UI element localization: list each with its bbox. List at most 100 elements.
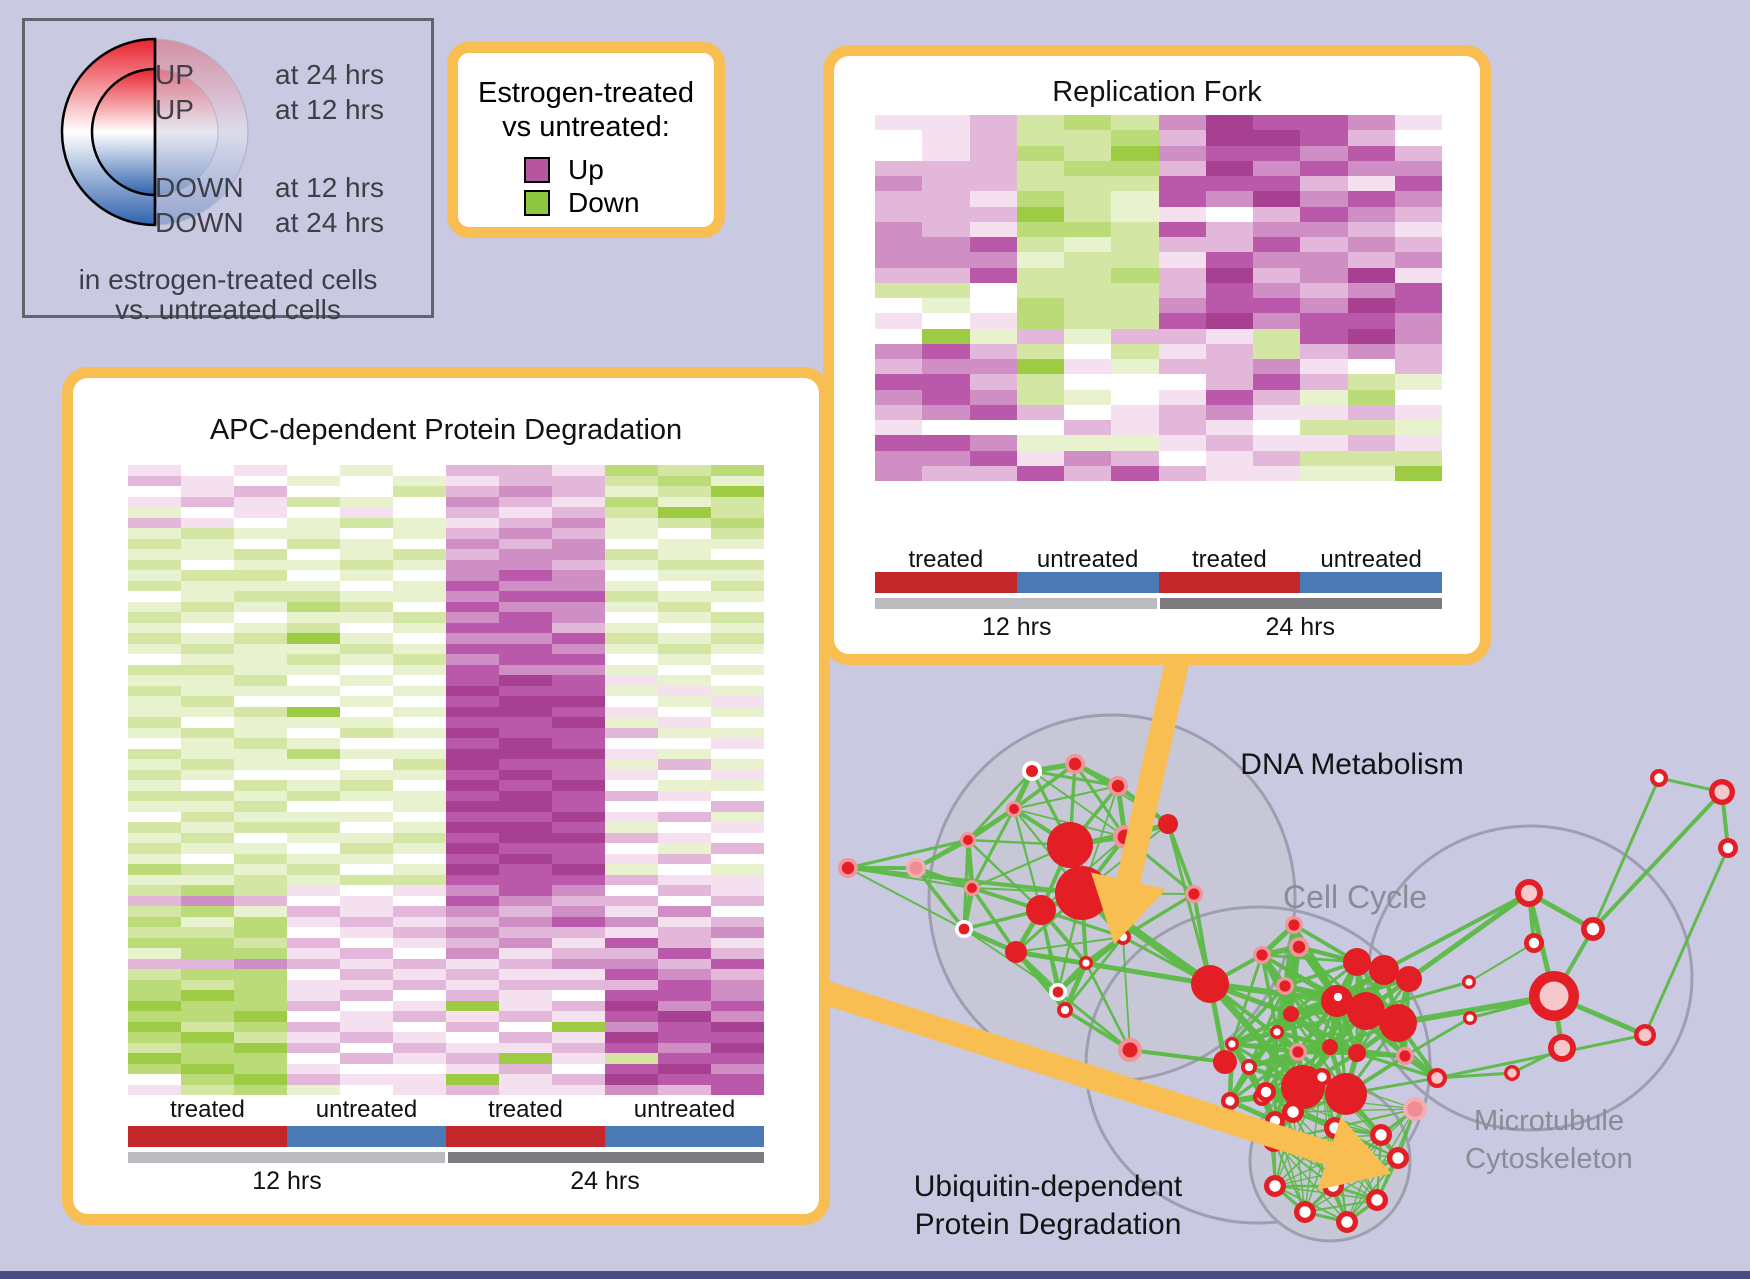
heatmap-cell: [446, 948, 499, 959]
apc-time-bars: [128, 1152, 764, 1163]
heatmap-cell: [711, 486, 764, 497]
condition-bar: [446, 1126, 605, 1147]
heatmap-cell: [446, 1063, 499, 1074]
heatmap-cell: [658, 612, 711, 623]
heatmap-cell: [1300, 465, 1348, 481]
heatmap-cell: [446, 1042, 499, 1053]
heatmap-cell: [875, 115, 923, 131]
heatmap-cell: [446, 937, 499, 948]
heatmap-cell: [875, 221, 923, 237]
heatmap-cell: [128, 801, 181, 812]
heatmap-cell: [875, 328, 923, 344]
heatmap-cell: [181, 874, 234, 885]
heatmap-cell: [446, 601, 499, 612]
heatmap-cell: [181, 685, 234, 696]
heatmap-cell: [1064, 160, 1112, 176]
heatmap-cell: [181, 727, 234, 738]
heatmap-cell: [552, 738, 605, 749]
network-node: [1111, 779, 1125, 793]
heatmap-cell: [1064, 404, 1112, 420]
heatmap-cell: [499, 601, 552, 612]
heatmap-cell: [605, 612, 658, 623]
heatmap-cell: [605, 675, 658, 686]
heatmap-cell: [287, 675, 340, 686]
heatmap-cell: [499, 465, 552, 476]
heatmap-cell: [1253, 252, 1301, 268]
network-edge: [1436, 1071, 1513, 1080]
heatmap-cell: [499, 517, 552, 528]
heatmap-cell: [340, 916, 393, 927]
heatmap-cell: [711, 1011, 764, 1022]
heatmap-cell: [128, 528, 181, 539]
network-edge: [847, 838, 969, 870]
heatmap-cell: [605, 958, 658, 969]
heatmap-cell: [1394, 191, 1442, 207]
direction-label: DOWN: [155, 172, 244, 203]
heatmap-row: [128, 601, 764, 612]
heatmap-cell: [287, 969, 340, 980]
heatmap-cell: [1111, 374, 1159, 390]
time-label: at 12 hrs: [275, 172, 384, 203]
time-label: at 24 hrs: [275, 207, 384, 238]
heatmap-cell: [181, 1021, 234, 1032]
heatmap-cell: [711, 685, 764, 696]
heatmap-cell: [658, 885, 711, 896]
heatmap-cell: [711, 769, 764, 780]
heatmap-cell: [181, 475, 234, 486]
heatmap-cell: [128, 1011, 181, 1022]
heatmap-cell: [658, 601, 711, 612]
heatmap-cell: [552, 1063, 605, 1074]
heatmap-cell: [446, 759, 499, 770]
network-edge: [1289, 960, 1359, 1016]
heatmap-row: [875, 404, 1442, 420]
heatmap-cell: [552, 927, 605, 938]
heatmap-cell: [1394, 420, 1442, 436]
heatmap-cell: [234, 864, 287, 875]
network-node: [1553, 1039, 1571, 1057]
heatmap-cell: [1111, 145, 1159, 161]
heatmap-cell: [1111, 404, 1159, 420]
heatmap-cell: [1347, 298, 1395, 314]
network-edge: [970, 808, 1016, 889]
cluster-label-dna-metabolism: DNA Metabolism: [1240, 748, 1464, 781]
heatmap-row: [875, 252, 1442, 268]
heatmap-cell: [922, 221, 970, 237]
heatmap-cell: [1300, 435, 1348, 451]
heatmap-cell: [969, 221, 1017, 237]
heatmap-cell: [499, 717, 552, 728]
heatmap-cell: [1016, 389, 1064, 405]
heatmap-cell: [1016, 115, 1064, 131]
heatmap-cell: [605, 822, 658, 833]
heatmap-cell: [922, 130, 970, 146]
heatmap-cell: [499, 822, 552, 833]
heatmap-cell: [393, 1074, 446, 1085]
heatmap-cell: [658, 496, 711, 507]
network-node: [1269, 1180, 1281, 1192]
heatmap-cell: [393, 948, 446, 959]
heatmap-row: [128, 559, 764, 570]
heatmap-cell: [1253, 267, 1301, 283]
heatmap-cell: [181, 675, 234, 686]
heatmap-cell: [181, 990, 234, 1001]
heatmap-cell: [446, 895, 499, 906]
heatmap-cell: [128, 580, 181, 591]
heatmap-cell: [340, 570, 393, 581]
time-bar: [128, 1152, 445, 1163]
heatmap-row: [128, 1084, 764, 1095]
heatmap-cell: [605, 486, 658, 497]
heatmap-cell: [234, 822, 287, 833]
heatmap-row: [128, 528, 764, 539]
heatmap-cell: [287, 538, 340, 549]
replication-fork-time-bars: [875, 598, 1442, 609]
heatmap-cell: [1016, 359, 1064, 375]
heatmap-cell: [234, 1032, 287, 1043]
heatmap-cell: [605, 874, 658, 885]
heatmap-cell: [1111, 420, 1159, 436]
heatmap-cell: [446, 570, 499, 581]
network-edge: [1383, 891, 1530, 972]
heatmap-cell: [1394, 130, 1442, 146]
heatmap-cell: [340, 465, 393, 476]
heatmap-cell: [1253, 206, 1301, 222]
heatmap-cell: [234, 675, 287, 686]
heatmap-row: [875, 450, 1442, 466]
